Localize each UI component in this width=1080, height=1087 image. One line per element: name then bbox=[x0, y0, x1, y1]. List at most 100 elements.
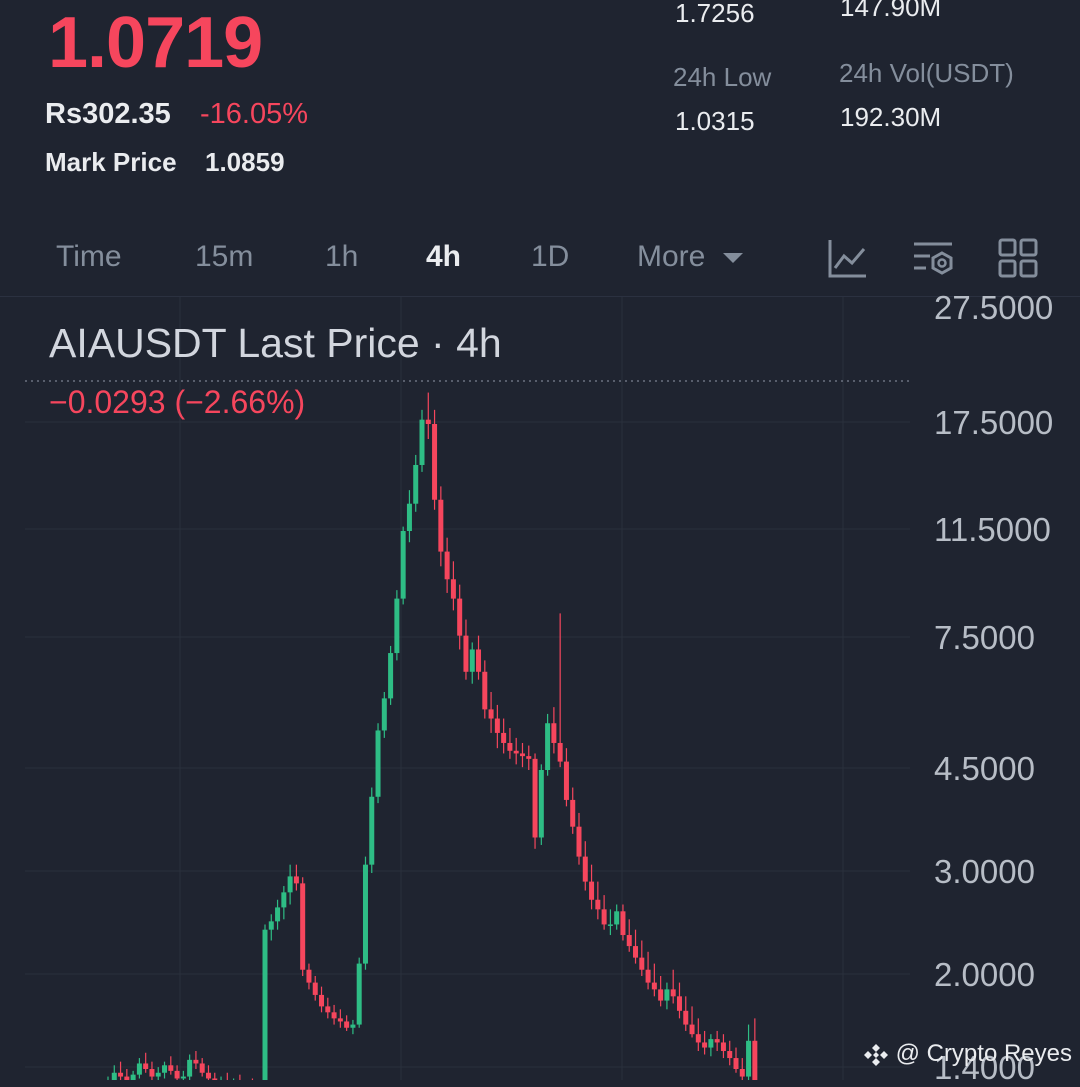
tab-time[interactable]: Time bbox=[56, 240, 122, 273]
y-tick-label: 27.5000 bbox=[934, 289, 1054, 326]
candle bbox=[576, 812, 582, 865]
candle-body bbox=[557, 742, 563, 762]
candle-body bbox=[664, 989, 670, 1001]
candle-body bbox=[130, 1074, 136, 1080]
candle bbox=[519, 742, 525, 768]
chart-title: AIAUSDT Last Price · 4h bbox=[49, 320, 502, 366]
candle bbox=[457, 584, 463, 650]
candle bbox=[626, 919, 632, 952]
candle-body bbox=[752, 1040, 758, 1080]
candle bbox=[300, 877, 306, 976]
candle bbox=[136, 1058, 142, 1079]
candle bbox=[319, 986, 325, 1013]
candle-body bbox=[519, 753, 525, 757]
candle bbox=[444, 537, 450, 593]
candle bbox=[375, 723, 381, 804]
candle bbox=[312, 976, 318, 1001]
candle-body bbox=[570, 799, 576, 827]
candle bbox=[180, 1070, 186, 1080]
candle bbox=[708, 1034, 714, 1057]
candle bbox=[239, 1074, 241, 1080]
candle bbox=[746, 1024, 752, 1080]
candle bbox=[450, 561, 456, 611]
candle-body bbox=[275, 907, 281, 922]
candle bbox=[526, 745, 532, 770]
high-value: 1.7256 bbox=[675, 0, 755, 28]
candle bbox=[425, 392, 431, 439]
candle-body bbox=[293, 876, 299, 884]
y-tick-label: 17.5000 bbox=[934, 404, 1054, 441]
candle-body bbox=[733, 1058, 739, 1069]
candle bbox=[645, 951, 651, 990]
candle-body bbox=[199, 1063, 205, 1073]
candle bbox=[589, 864, 595, 910]
candle-body bbox=[538, 770, 544, 838]
candle bbox=[406, 490, 412, 543]
candle-body bbox=[444, 551, 450, 580]
candle-body bbox=[344, 1021, 350, 1028]
vol-top-value: 147.90M bbox=[840, 0, 942, 22]
y-tick-label: 7.5000 bbox=[934, 619, 1035, 656]
candle-body bbox=[268, 921, 274, 930]
candle bbox=[388, 645, 394, 705]
candle bbox=[570, 787, 576, 834]
candle-body bbox=[300, 883, 306, 970]
candle bbox=[212, 1072, 218, 1080]
tab-15m[interactable]: 15m bbox=[195, 240, 254, 273]
candle bbox=[362, 856, 368, 970]
indicator-icon[interactable] bbox=[826, 236, 870, 280]
candle bbox=[226, 1072, 228, 1080]
candle-body bbox=[507, 742, 513, 751]
candle bbox=[513, 737, 519, 765]
fiat-price: Rs302.35 bbox=[45, 98, 171, 130]
candle bbox=[344, 1015, 350, 1031]
tab-1d[interactable]: 1D bbox=[531, 240, 570, 273]
candle bbox=[400, 526, 406, 605]
candle-body bbox=[312, 982, 318, 995]
candle bbox=[162, 1061, 168, 1079]
candle bbox=[607, 909, 613, 936]
last-price: 1.0719 bbox=[48, 3, 263, 83]
candle-body bbox=[545, 723, 551, 770]
candle-body bbox=[708, 1039, 714, 1048]
candle-body bbox=[168, 1065, 174, 1071]
candle bbox=[582, 841, 588, 891]
candle-body bbox=[337, 1018, 343, 1022]
candle bbox=[155, 1067, 161, 1080]
candle bbox=[488, 691, 494, 733]
candle-body bbox=[551, 723, 557, 743]
candle-body bbox=[174, 1070, 180, 1079]
candle bbox=[107, 1076, 109, 1080]
candle bbox=[727, 1040, 733, 1066]
candle bbox=[432, 409, 438, 510]
candle-body bbox=[463, 635, 469, 672]
grid-icon[interactable] bbox=[996, 236, 1040, 280]
candle bbox=[356, 957, 362, 1028]
tab-4h[interactable]: 4h bbox=[426, 240, 462, 273]
candle-body bbox=[658, 989, 664, 1001]
candle-body bbox=[118, 1072, 124, 1077]
candle-body bbox=[476, 649, 482, 672]
settings-icon[interactable] bbox=[912, 236, 956, 280]
tab-more[interactable]: More bbox=[637, 240, 744, 274]
candle-body bbox=[205, 1072, 211, 1079]
candlestick-chart[interactable] bbox=[0, 297, 1080, 1080]
candle bbox=[350, 1019, 356, 1035]
candle-body bbox=[406, 503, 412, 531]
y-tick-label: 11.5000 bbox=[934, 511, 1051, 548]
candle-body bbox=[457, 598, 463, 636]
candle bbox=[306, 963, 312, 990]
chart-change: −0.0293 (−2.66%) bbox=[49, 384, 306, 420]
candle bbox=[695, 1018, 701, 1052]
tab-1h[interactable]: 1h bbox=[325, 240, 359, 273]
vol-value: 192.30M bbox=[840, 102, 942, 132]
candle-body bbox=[111, 1072, 117, 1080]
candle bbox=[482, 660, 488, 719]
candle bbox=[168, 1056, 174, 1075]
candle-body bbox=[162, 1065, 168, 1073]
candle bbox=[381, 691, 387, 738]
candle-body bbox=[212, 1078, 218, 1080]
y-tick-label: 3.0000 bbox=[934, 853, 1035, 890]
candle bbox=[287, 864, 293, 905]
candle-body bbox=[287, 876, 293, 893]
